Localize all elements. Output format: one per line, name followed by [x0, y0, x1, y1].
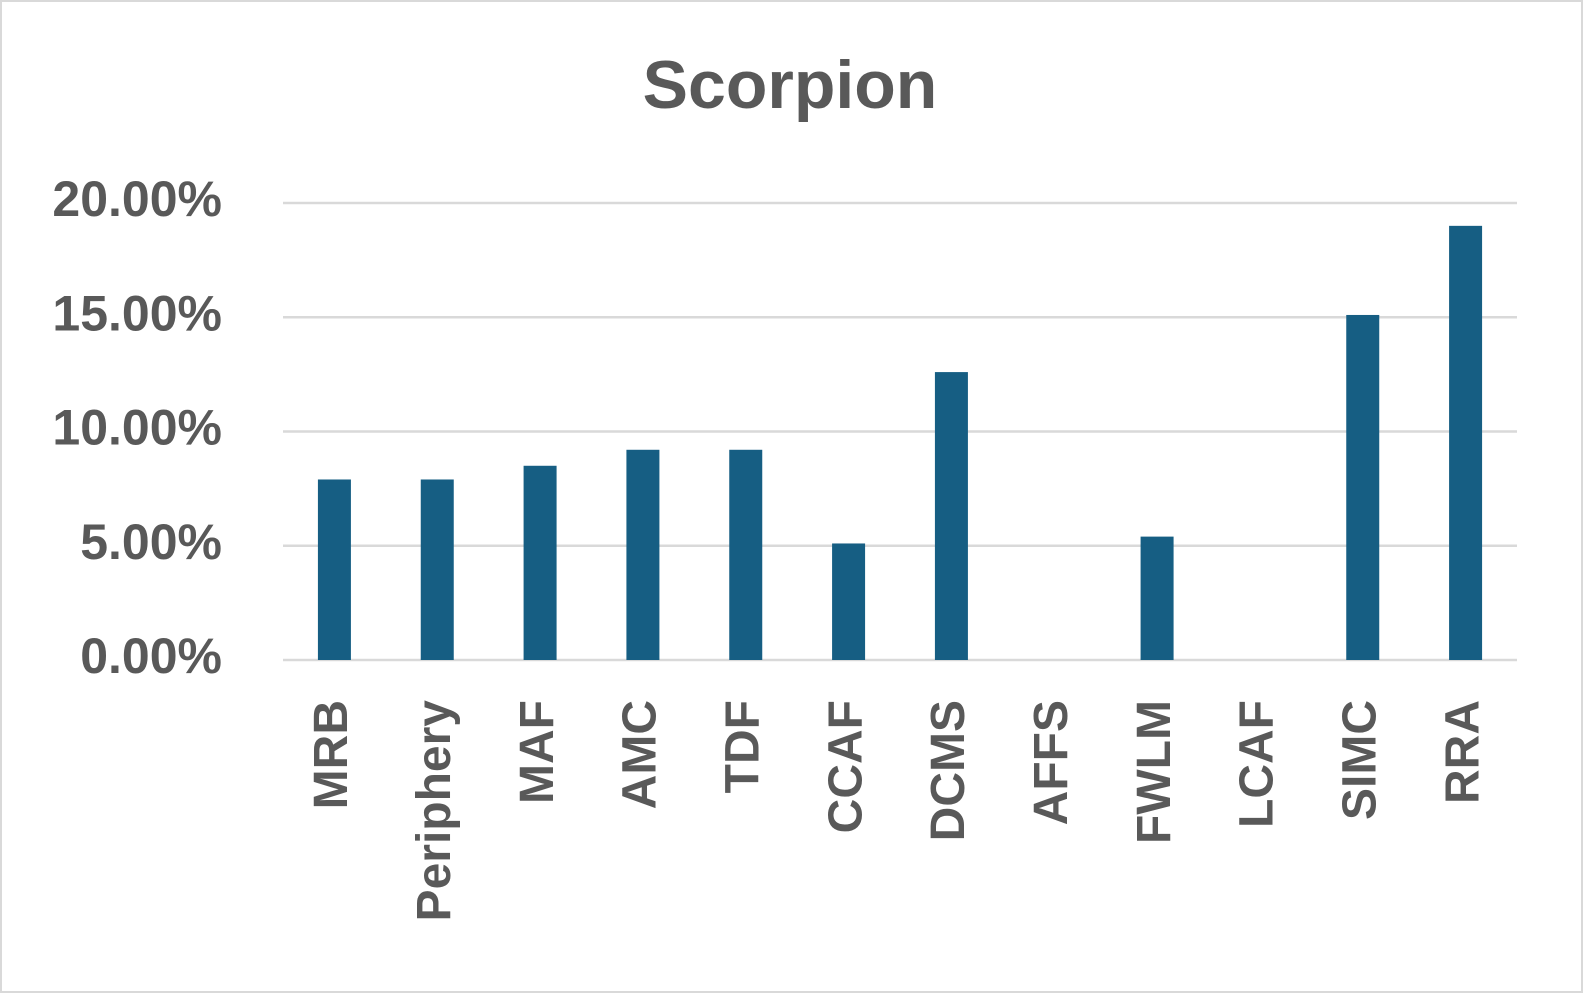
x-tick-label: Periphery: [408, 700, 461, 922]
bar: [523, 465, 557, 660]
bar: [420, 479, 454, 660]
x-tick-label: RRA: [1436, 700, 1489, 804]
bar: [626, 449, 660, 660]
x-tick-label: SIMC: [1333, 700, 1386, 820]
x-tick-label: LCAF: [1231, 700, 1284, 828]
y-tick-label: 10.00%: [52, 400, 222, 456]
x-tick-label: TDF: [716, 700, 769, 793]
x-tick-label: AMC: [614, 700, 667, 809]
x-tick-label: CCAF: [819, 700, 872, 833]
y-tick-label: 5.00%: [80, 514, 222, 570]
y-tick-label: 20.00%: [52, 171, 222, 227]
x-tick-label: AFFS: [1025, 700, 1078, 825]
bar: [1449, 225, 1483, 660]
bar: [1346, 314, 1380, 660]
chart-title: Scorpion: [643, 47, 938, 123]
x-tick-label: DCMS: [922, 700, 975, 841]
bar: [934, 372, 968, 660]
x-tick-label: MAF: [511, 700, 564, 804]
y-tick-label: 0.00%: [80, 628, 222, 684]
y-tick-label: 15.00%: [52, 285, 222, 341]
x-tick-label: FWLM: [1128, 700, 1181, 844]
bar: [317, 479, 351, 660]
bar: [832, 543, 866, 660]
bar: [1140, 536, 1174, 660]
bar: [729, 449, 763, 660]
x-tick-label: MRB: [305, 700, 358, 809]
